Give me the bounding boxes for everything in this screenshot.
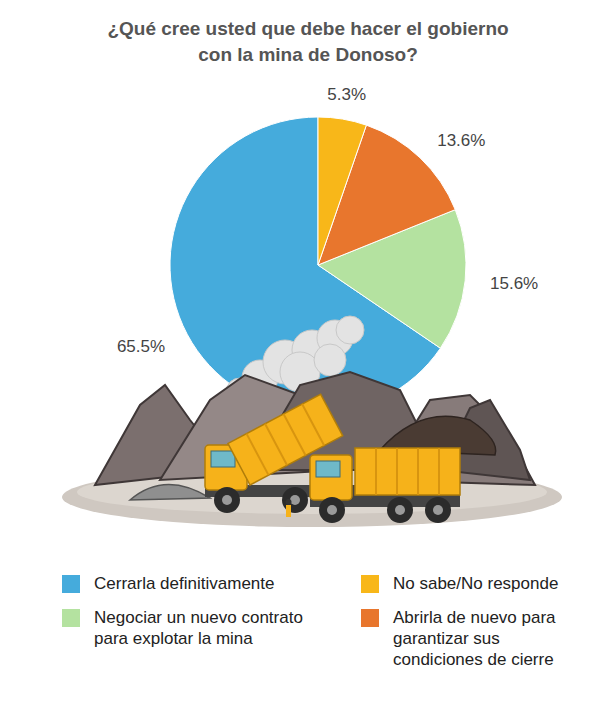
data-labels: 65.5% 15.6% 13.6% 5.3%: [117, 85, 538, 356]
legend-label: Abrirla de nuevo para garantizar sus con…: [393, 607, 578, 670]
data-label: 65.5%: [117, 337, 165, 356]
bed-box: [355, 448, 460, 495]
wheel: [387, 497, 413, 523]
worker: [286, 505, 291, 517]
bed-rib: [417, 448, 419, 495]
data-label: 15.6%: [490, 274, 538, 293]
bed: [355, 448, 460, 495]
hub: [222, 495, 232, 505]
bed-box: [228, 394, 343, 485]
bed-rib: [302, 404, 324, 445]
hub: [433, 505, 443, 515]
hub: [290, 495, 300, 505]
illustration: [62, 316, 562, 527]
legend-swatch: [361, 575, 379, 593]
legend-label: Cerrarla definitivamente: [94, 573, 334, 594]
bed-rib: [284, 414, 306, 455]
legend-label: No sabe/No responde: [393, 573, 578, 594]
worker: [286, 499, 292, 505]
wheel: [214, 487, 240, 513]
bed-rib: [438, 448, 440, 495]
data-label: 5.3%: [327, 85, 366, 104]
smoke: [336, 316, 364, 344]
hub: [395, 505, 405, 515]
legend-item: Cerrarla definitivamente: [62, 573, 334, 594]
data-label: 13.6%: [437, 131, 485, 150]
title: ¿Qué cree usted que debe hacer el gobier…: [88, 16, 528, 68]
legend-label: Negociar un nuevo contrato para explotar…: [94, 607, 334, 649]
wheel: [425, 497, 451, 523]
stage: ¿Qué cree usted que debe hacer el gobier…: [0, 0, 616, 711]
wheel: [282, 487, 308, 513]
cab: [310, 455, 352, 500]
legend-swatch: [62, 575, 80, 593]
truck: [310, 448, 460, 523]
legend-swatch: [361, 609, 379, 627]
truck: [205, 394, 355, 513]
pie: [170, 117, 466, 413]
legend-item: Negociar un nuevo contrato para explotar…: [62, 607, 334, 649]
legend-item: Abrirla de nuevo para garantizar sus con…: [361, 607, 578, 670]
window: [211, 451, 235, 467]
pie-slice: [318, 117, 366, 265]
hub: [327, 505, 337, 515]
chart: 65.5% 15.6% 13.6% 5.3%: [0, 0, 616, 711]
bed-rib: [375, 448, 377, 495]
bed-rib: [396, 448, 398, 495]
gravel: [130, 484, 210, 500]
bed: [228, 394, 343, 485]
smoke: [314, 344, 346, 376]
wheel: [319, 497, 345, 523]
legend-swatch: [62, 609, 80, 627]
bed-rib: [265, 424, 287, 465]
window: [316, 461, 340, 477]
legend-item: No sabe/No responde: [361, 573, 578, 594]
bed-rib: [246, 434, 268, 475]
